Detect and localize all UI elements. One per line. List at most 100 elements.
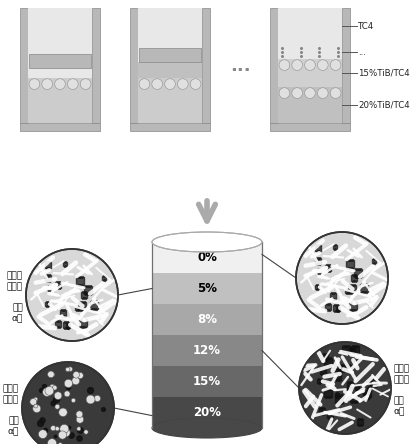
Circle shape bbox=[52, 385, 57, 390]
Circle shape bbox=[65, 367, 70, 372]
Circle shape bbox=[76, 411, 83, 418]
Circle shape bbox=[295, 232, 387, 324]
Circle shape bbox=[55, 79, 65, 89]
Text: P: P bbox=[51, 28, 60, 41]
Circle shape bbox=[30, 398, 37, 405]
Circle shape bbox=[330, 60, 340, 71]
Circle shape bbox=[64, 379, 72, 388]
Bar bbox=[269, 123, 349, 131]
Circle shape bbox=[67, 79, 78, 89]
Text: 0%: 0% bbox=[197, 251, 216, 264]
Circle shape bbox=[22, 362, 114, 444]
Circle shape bbox=[59, 424, 69, 433]
Circle shape bbox=[42, 79, 52, 89]
Text: 20%TiB/TC4: 20%TiB/TC4 bbox=[357, 100, 409, 110]
Bar bbox=[152, 242, 261, 273]
Circle shape bbox=[164, 79, 175, 89]
Text: 15%TiB/TC4: 15%TiB/TC4 bbox=[357, 68, 409, 78]
Circle shape bbox=[76, 416, 83, 423]
Bar bbox=[152, 366, 261, 397]
Circle shape bbox=[86, 395, 95, 404]
Bar bbox=[20, 123, 100, 131]
Text: 网络化
增强体: 网络化 增强体 bbox=[393, 364, 409, 384]
Circle shape bbox=[29, 79, 40, 89]
Circle shape bbox=[295, 232, 387, 324]
Text: 片层
α相: 片层 α相 bbox=[12, 303, 23, 323]
Circle shape bbox=[278, 60, 289, 71]
Circle shape bbox=[330, 88, 340, 99]
Bar bbox=[202, 8, 209, 123]
Bar bbox=[269, 8, 277, 123]
Circle shape bbox=[177, 79, 188, 89]
Bar bbox=[138, 78, 202, 123]
Bar bbox=[20, 8, 28, 123]
Circle shape bbox=[38, 430, 47, 439]
Circle shape bbox=[26, 249, 118, 341]
Bar bbox=[341, 8, 349, 123]
Bar bbox=[92, 8, 100, 123]
Circle shape bbox=[47, 371, 54, 378]
Bar bbox=[28, 8, 92, 78]
Circle shape bbox=[278, 88, 289, 99]
Circle shape bbox=[58, 443, 62, 444]
Text: ...: ... bbox=[357, 48, 365, 56]
Bar bbox=[152, 335, 261, 366]
Circle shape bbox=[50, 426, 56, 431]
Circle shape bbox=[298, 342, 390, 434]
Circle shape bbox=[55, 427, 59, 431]
Bar bbox=[277, 45, 341, 59]
Bar bbox=[29, 54, 91, 68]
Circle shape bbox=[22, 362, 114, 444]
Circle shape bbox=[77, 373, 83, 379]
Bar bbox=[138, 62, 202, 78]
Circle shape bbox=[77, 427, 81, 431]
Circle shape bbox=[68, 367, 72, 372]
Circle shape bbox=[64, 391, 70, 397]
Circle shape bbox=[291, 60, 302, 71]
Bar bbox=[28, 78, 92, 123]
Bar bbox=[152, 304, 261, 335]
Circle shape bbox=[62, 428, 70, 437]
Circle shape bbox=[80, 79, 91, 89]
Circle shape bbox=[304, 60, 315, 71]
Text: 20%: 20% bbox=[192, 406, 221, 419]
Bar bbox=[139, 48, 201, 62]
Circle shape bbox=[72, 377, 79, 385]
Circle shape bbox=[291, 88, 302, 99]
Text: TC4: TC4 bbox=[357, 22, 373, 31]
Circle shape bbox=[152, 79, 162, 89]
Circle shape bbox=[34, 404, 38, 408]
Bar bbox=[130, 8, 138, 123]
Circle shape bbox=[50, 372, 55, 377]
Circle shape bbox=[139, 79, 150, 89]
Circle shape bbox=[94, 395, 100, 402]
Circle shape bbox=[190, 79, 200, 89]
Circle shape bbox=[43, 388, 51, 396]
Text: 等轴
α相: 等轴 α相 bbox=[7, 416, 19, 436]
Circle shape bbox=[58, 431, 66, 439]
Text: 5%: 5% bbox=[197, 282, 216, 295]
Circle shape bbox=[33, 404, 40, 412]
Text: 片层
α相: 片层 α相 bbox=[393, 396, 404, 416]
Ellipse shape bbox=[152, 232, 261, 252]
Text: 12%: 12% bbox=[192, 344, 221, 357]
Text: P: P bbox=[161, 32, 170, 45]
Circle shape bbox=[304, 88, 315, 99]
Bar bbox=[277, 8, 341, 45]
Circle shape bbox=[73, 372, 79, 378]
Circle shape bbox=[59, 408, 67, 416]
Circle shape bbox=[317, 88, 328, 99]
Circle shape bbox=[49, 385, 55, 390]
Bar bbox=[130, 123, 209, 131]
Circle shape bbox=[55, 404, 59, 409]
Text: ...: ... bbox=[229, 56, 250, 75]
Circle shape bbox=[26, 249, 118, 341]
Text: 8%: 8% bbox=[197, 313, 216, 326]
Text: 网络化
增强体: 网络化 增强体 bbox=[3, 384, 19, 404]
Circle shape bbox=[33, 397, 38, 401]
Circle shape bbox=[47, 439, 57, 444]
Bar bbox=[277, 87, 341, 123]
Text: 15%: 15% bbox=[192, 375, 221, 388]
Text: 网络化
增强体: 网络化 增强体 bbox=[7, 271, 23, 291]
Bar bbox=[277, 59, 341, 87]
